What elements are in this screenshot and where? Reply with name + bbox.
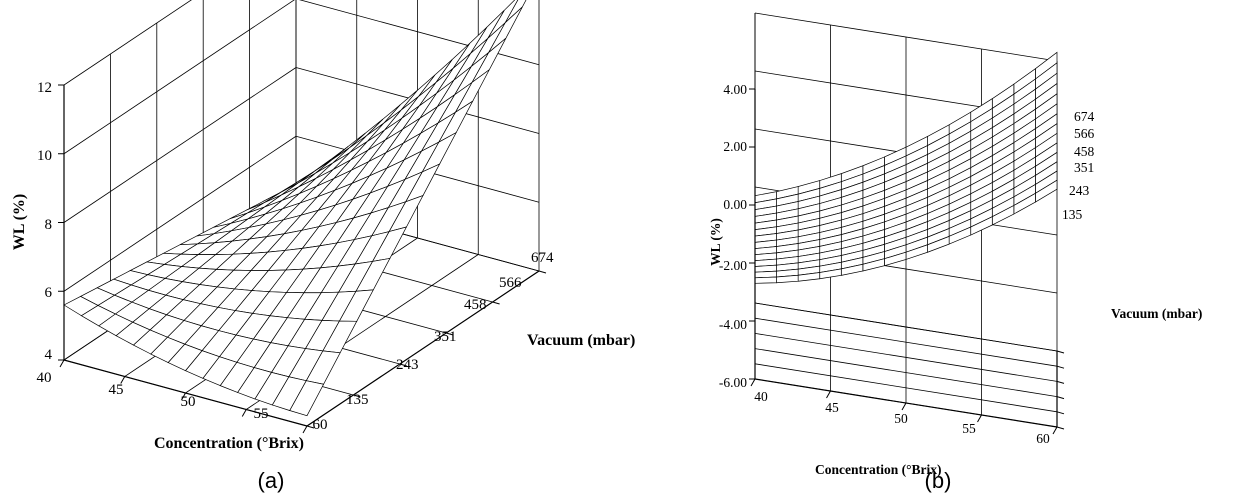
chart-b-panel-label: (b) xyxy=(925,468,952,493)
chart-b-gridline xyxy=(754,317,1058,367)
chart-a-y-axis xyxy=(306,270,540,427)
chart-a-x-tick: 50 xyxy=(181,394,196,410)
chart-a-x-tick: 55 xyxy=(254,406,269,422)
chart-a-y-tickmark xyxy=(446,332,454,336)
chart-a-y-tickmark xyxy=(306,425,315,429)
chart-b-y-tick: 458 xyxy=(1074,144,1095,159)
chart-b-z-tick: 4.00 xyxy=(723,82,747,97)
chart-a-z-tick: 6 xyxy=(45,285,53,301)
chart-b-y-tick: 674 xyxy=(1074,109,1095,124)
chart-a-x-tick: 40 xyxy=(37,370,52,386)
chart-b-surface xyxy=(754,51,1058,284)
chart-a-y-tickmark xyxy=(353,394,361,398)
chart-a-y-tick: 135 xyxy=(346,392,369,408)
chart-a-y-tick: 566 xyxy=(499,275,522,291)
chart-a-z-tick: 4 xyxy=(45,347,53,363)
chart-b-x-tick: 45 xyxy=(825,400,839,415)
chart-b-x-tickmark xyxy=(826,390,831,399)
chart-a-y-tick: 351 xyxy=(434,329,457,345)
chart-b-gridline xyxy=(754,348,1058,397)
chart-b-y-tickmark xyxy=(1056,426,1065,430)
chart-a-y-label: Vacuum (mbar) xyxy=(527,332,635,349)
chart-b-x-tickmark xyxy=(1052,426,1058,435)
chart-a-y-tickmark xyxy=(538,270,547,274)
chart-b-y-tick: 243 xyxy=(1069,183,1090,198)
chart-b-x-tickmark xyxy=(750,378,756,387)
chart-a-panel-label: (a) xyxy=(258,468,285,493)
chart-a-y-tickmark xyxy=(399,363,407,367)
chart-b-y-tickmark xyxy=(1056,411,1065,415)
chart-b-gridline xyxy=(754,333,1058,382)
chart-b-z-tick: -6.00 xyxy=(719,375,747,390)
chart-a-surface xyxy=(63,0,527,417)
chart-b-y-tick: 566 xyxy=(1074,126,1095,141)
chart-a-y-tickmark xyxy=(492,301,500,305)
chart-b-y-tick: 351 xyxy=(1074,160,1094,175)
chart-b-z-tick: 0.00 xyxy=(723,197,747,212)
chart-b-x-tick: 60 xyxy=(1036,431,1050,446)
chart-a-y-tick: 458 xyxy=(464,297,487,313)
chart-a-x-tickmark xyxy=(59,359,65,368)
chart-b-y-tickmark xyxy=(1056,380,1065,384)
chart-a-gridline xyxy=(299,0,540,66)
chart-b-z-tick: -2.00 xyxy=(719,258,747,273)
chart-a-y-tick: 243 xyxy=(396,357,419,373)
chart-a-z-tick: 8 xyxy=(45,217,53,233)
chart-b-x-tick: 55 xyxy=(962,421,976,436)
chart-a-x-tickmark xyxy=(241,409,247,417)
chart-b-x-tickmark xyxy=(977,414,982,423)
chart-b-y-tick: 135 xyxy=(1062,207,1083,222)
chart-a-surface-cell xyxy=(63,295,99,317)
chart-b-z-tick: 2.00 xyxy=(723,139,747,154)
chart-b-x-label: Concentration (°Brix) xyxy=(815,462,942,477)
chart-b-gridline xyxy=(754,12,1058,62)
chart-b-gridline xyxy=(754,363,1058,413)
chart-a-gridline xyxy=(63,67,297,223)
chart-a-axes xyxy=(58,84,547,434)
chart-b-x-tick: 50 xyxy=(894,411,908,426)
chart-b-surface-cell xyxy=(754,276,777,284)
chart-a-z-label: WL (%) xyxy=(11,194,28,250)
chart-a-x-tickmark xyxy=(120,376,126,384)
chart-a: 12 10 8 6 4 40 45 50 55 60 135 243 351 4… xyxy=(11,0,635,493)
chart-b-x-tick: 40 xyxy=(754,389,768,404)
chart-b-z-label: WL (%) xyxy=(708,218,723,266)
chart-a-x-tick: 60 xyxy=(313,417,328,433)
chart-a-y-tick: 674 xyxy=(531,250,554,266)
chart-a-z-tick: 10 xyxy=(37,148,52,164)
chart-b-axes xyxy=(749,88,1065,435)
chart-a-x-label: Concentration (°Brix) xyxy=(154,435,304,452)
chart-a-gridline xyxy=(63,0,295,155)
chart-b-x-tickmark xyxy=(901,402,907,411)
chart-a-x-tickmark xyxy=(181,392,186,401)
chart-b: 4.00 2.00 0.00 -2.00 -4.00 -6.00 40 45 5… xyxy=(708,12,1202,493)
chart-a-x-tick: 45 xyxy=(109,382,124,398)
chart-b-y-tickmark xyxy=(1056,365,1065,369)
chart-a-gridline xyxy=(63,0,192,86)
chart-b-y-tickmark xyxy=(1056,350,1065,354)
chart-b-y-tickmark xyxy=(1056,396,1065,400)
chart-a-gridline xyxy=(63,135,297,292)
chart-b-y-label: Vacuum (mbar) xyxy=(1111,306,1202,321)
chart-b-gridline xyxy=(754,302,1058,352)
chart-b-z-tick: -4.00 xyxy=(719,317,747,332)
chart-a-z-tick: 12 xyxy=(37,80,52,96)
chart-a-x-tickmark xyxy=(302,425,308,434)
